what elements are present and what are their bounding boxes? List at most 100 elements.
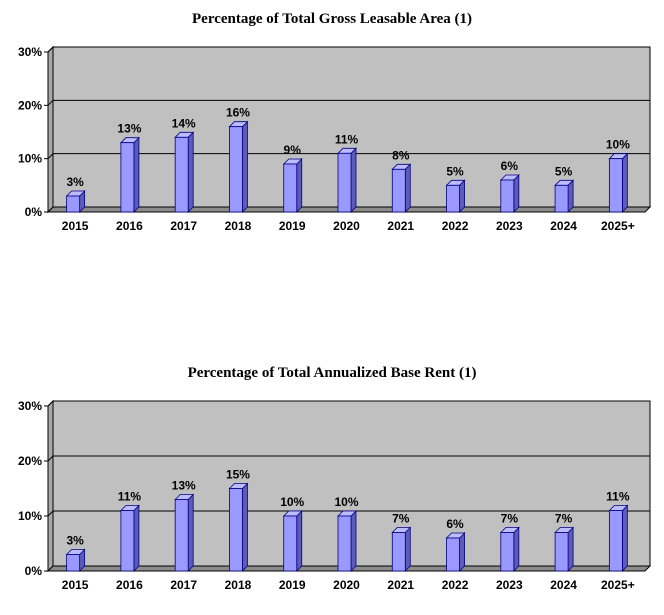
y-tick-label: 30% (18, 45, 42, 59)
x-tick-label: 2020 (333, 219, 360, 233)
bar-2019 (282, 158, 303, 213)
bar-2020 (337, 147, 357, 213)
bar-front (174, 136, 189, 213)
bar-front (66, 195, 81, 213)
data-label: 9% (284, 143, 302, 157)
x-tick-label: 2015 (62, 219, 89, 233)
gridline (47, 99, 650, 106)
gridline (47, 46, 650, 53)
data-label: 11% (118, 490, 142, 504)
bar-2022 (445, 532, 466, 572)
bar-front (229, 126, 243, 213)
bar-front (337, 152, 352, 213)
data-label: 5% (555, 164, 573, 178)
bar-front (66, 554, 81, 572)
x-tick-label: 2022 (442, 219, 469, 233)
bar-2024 (554, 526, 575, 572)
bar-front (120, 142, 135, 213)
x-tick-label: 2025+ (601, 219, 635, 233)
chart-plot: 0% 10% 20% 30% 3% 2015 11% 2016 13% 2017 15% 2018 10… (18, 399, 652, 592)
bar-side (133, 136, 140, 213)
bar-front (446, 537, 460, 572)
x-tick-label: 2023 (496, 219, 523, 233)
bar-side (350, 510, 357, 572)
chart-plot: 0% 10% 20% 30% 3% 2015 13% 2016 14% 2017 16% 2018 9%… (18, 45, 652, 233)
data-label: 16% (226, 106, 250, 120)
x-tick-label: 2024 (550, 578, 577, 592)
data-label: 10% (334, 495, 358, 509)
bar-front (391, 532, 406, 572)
bar-side (621, 504, 628, 572)
x-tick-label: 2015 (62, 578, 89, 592)
bar-side (296, 510, 303, 572)
y-tick-label: 0% (25, 205, 43, 219)
bar-2017 (174, 131, 195, 213)
y-tick-label: 10% (18, 152, 42, 166)
x-tick-label: 2019 (279, 219, 306, 233)
plot-side-wall (47, 399, 54, 573)
data-label: 11% (335, 132, 359, 146)
data-label: 15% (226, 468, 250, 482)
bar-side (404, 526, 411, 572)
y-tick-label: 20% (18, 98, 42, 112)
x-tick-label: 2018 (225, 219, 252, 233)
bar-2022 (445, 179, 466, 213)
bar-side (296, 158, 303, 213)
bar-2024 (554, 179, 575, 213)
chart-annualized-base-rent: Percentage of Total Annualized Base Rent… (0, 355, 664, 613)
bar-2021 (391, 163, 412, 213)
bar-side (187, 493, 194, 572)
data-label: 8% (392, 148, 410, 162)
bar-2020 (337, 510, 357, 572)
bar-side (621, 152, 628, 213)
gridline (47, 455, 650, 462)
data-label: 6% (501, 159, 519, 173)
y-tick-label: 30% (18, 399, 42, 413)
bar-2018 (228, 482, 249, 572)
x-tick-label: 2023 (496, 578, 523, 592)
x-tick-label: 2022 (442, 578, 469, 592)
data-label: 3% (66, 175, 84, 189)
bar-2016 (119, 136, 140, 213)
data-label: 13% (117, 122, 141, 136)
data-label: 13% (172, 479, 196, 493)
x-tick-label: 2021 (387, 219, 414, 233)
bar-front (174, 499, 189, 572)
bar-2021 (391, 526, 412, 572)
bar-2018 (228, 120, 249, 213)
data-label: 3% (66, 534, 84, 548)
x-tick-label: 2021 (387, 578, 414, 592)
bar-2023 (499, 526, 520, 572)
data-label: 7% (501, 512, 519, 526)
bar-2025+ (608, 504, 629, 572)
data-label: 5% (446, 164, 464, 178)
x-tick-label: 2017 (170, 578, 197, 592)
gridline (47, 153, 650, 160)
chart-title: Percentage of Total Gross Leasable Area … (192, 11, 472, 27)
bar-side (513, 174, 520, 213)
bar-front (120, 510, 135, 572)
bar-side (133, 504, 140, 572)
bar-front (554, 184, 569, 213)
chart-title: Percentage of Total Annualized Base Rent… (187, 365, 477, 381)
y-tick-label: 10% (18, 509, 42, 523)
bar-side (404, 163, 411, 213)
y-tick-label: 0% (25, 564, 43, 578)
data-label: 7% (555, 512, 573, 526)
bar-front (337, 515, 352, 572)
x-tick-label: 2018 (225, 578, 252, 592)
x-tick-label: 2020 (333, 578, 360, 592)
bar-front (608, 158, 623, 213)
data-label: 10% (606, 138, 630, 152)
bar-side (187, 131, 194, 213)
data-label: 7% (392, 512, 410, 526)
data-label: 11% (606, 490, 630, 504)
bar-side (513, 526, 520, 572)
gridline (47, 510, 650, 517)
plot-side-wall (47, 45, 54, 214)
y-tick-label: 20% (18, 454, 42, 468)
x-tick-label: 2016 (116, 578, 143, 592)
data-label: 10% (280, 495, 304, 509)
bar-front (500, 532, 515, 572)
bar-2019 (282, 510, 303, 572)
